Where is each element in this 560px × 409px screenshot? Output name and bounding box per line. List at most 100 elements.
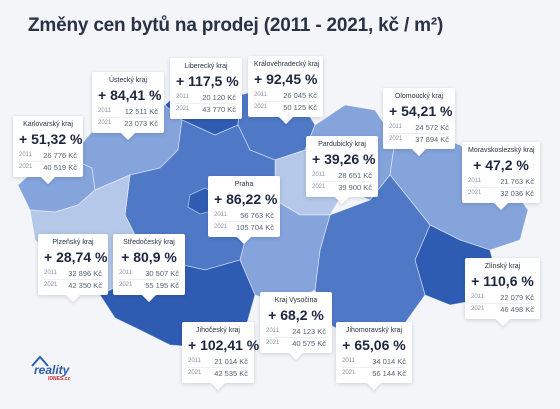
region-name: Karlovarský kraj (23, 121, 73, 128)
region-name: Pardubický kraj (318, 141, 366, 148)
region-change: + 39,26 % (312, 151, 376, 167)
region-change: + 28,74 % (44, 249, 108, 265)
region-change: + 80,9 % (121, 249, 177, 265)
price-2021: 43 770 Kč (202, 105, 236, 114)
year-label: 2021 (98, 120, 112, 126)
region-change: + 54,21 % (389, 103, 453, 119)
price-2021: 37 894 Kč (415, 135, 449, 144)
year-label: 2011 (312, 172, 325, 178)
price-2021: 50 125 Kč (283, 103, 317, 112)
year-label: 2011 (214, 212, 227, 218)
price-2021: 40 575 Kč (292, 339, 326, 348)
region-name: Královéhradecký kraj (254, 61, 320, 68)
year-label: 2021 (471, 306, 485, 312)
year-label: 2021 (254, 104, 268, 110)
year-label: 2021 (188, 370, 202, 376)
region-change: + 51,32 % (19, 131, 83, 147)
page-title: Změny cen bytů na prodej (2011 - 2021, k… (28, 15, 444, 36)
region-change: + 117,5 % (176, 73, 239, 89)
year-label: 2021 (389, 136, 403, 142)
region-change: + 86,22 % (214, 191, 278, 207)
region-card-kralovehradecky: Královéhradecký kraj + 92,45 % 2011 26 04… (248, 56, 323, 125)
price-2011: 56 763 Kč (240, 211, 274, 220)
region-name: Liberecký kraj (184, 63, 228, 70)
year-label: 2021 (312, 184, 326, 190)
region-card-jihomoravsky: Jihomoravský kraj + 65,06 % 2011 34 014 K… (336, 322, 412, 391)
price-2021: 55 195 Kč (145, 281, 179, 290)
region-change: + 84,41 % (98, 87, 162, 103)
year-label: 2011 (254, 92, 267, 98)
year-label: 2011 (19, 152, 32, 158)
region-change: + 68,2 % (268, 307, 324, 323)
region-change: + 65,06 % (342, 337, 406, 353)
price-2011: 26 045 Kč (283, 91, 317, 100)
region-card-jihocesky: Jihočeský kraj + 102,41 % 2011 21 014 Kč … (182, 322, 260, 391)
house-icon (31, 355, 49, 367)
year-label: 2021 (214, 224, 228, 230)
region-card-pardubicky: Pardubický kraj + 39,26 % 2011 28 651 Kč … (306, 136, 378, 205)
region-card-liberecky: Liberecký kraj + 117,5 % 2011 20 120 Kč 2… (170, 58, 242, 119)
price-2021: 42 535 Kč (214, 369, 248, 378)
region-name: Kraj Vysočina (274, 297, 318, 304)
region-name: Jihočeský kraj (196, 327, 240, 334)
price-2021: 105 704 Kč (236, 223, 274, 232)
region-card-stredocesky: Středočeský kraj + 80,9 % 2011 30 507 Kč … (113, 234, 185, 303)
price-2011: 21 014 Kč (214, 357, 248, 366)
year-label: 2011 (468, 178, 481, 184)
price-2011: 30 507 Kč (145, 269, 179, 278)
price-2011: 34 014 Kč (372, 357, 406, 366)
region-card-moravskoslezsky: Moravskoslezský kraj + 47,2 % 2011 21 763… (462, 142, 540, 211)
region-change: + 92,45 % (254, 71, 318, 87)
price-2011: 26 776 Kč (43, 151, 77, 160)
year-label: 2011 (471, 294, 484, 300)
region-name: Moravskoslezský kraj (468, 147, 535, 154)
region-card-zlinsky: Zlínský kraj + 110,6 % 2011 22 079 Kč 202… (465, 258, 540, 327)
price-2011: 21 763 Kč (500, 177, 534, 186)
logo-sub: iDNES.cz (48, 376, 70, 382)
year-label: 2011 (266, 328, 279, 334)
region-name: Zlínský kraj (484, 263, 521, 270)
price-2021: 23 073 Kč (124, 119, 158, 128)
year-label: 2021 (266, 340, 280, 346)
region-change: + 110,6 % (471, 273, 534, 289)
region-change: + 47,2 % (473, 157, 529, 173)
region-change: + 102,41 % (188, 337, 260, 353)
year-label: 2011 (342, 358, 355, 364)
price-2011: 20 120 Kč (202, 93, 236, 102)
price-2021: 46 498 Kč (500, 305, 534, 314)
year-label: 2021 (44, 282, 58, 288)
logo-word: reality (34, 363, 70, 377)
price-2021: 40 519 Kč (43, 163, 77, 172)
region-name: Olomoucký kraj (394, 93, 444, 100)
price-2011: 12 511 Kč (124, 107, 158, 116)
region-card-praha: Praha + 86,22 % 2011 56 763 Kč 2021 105 70… (208, 176, 280, 245)
price-2011: 22 079 Kč (500, 293, 534, 302)
price-2021: 32 036 Kč (500, 189, 534, 198)
year-label: 2021 (176, 106, 190, 112)
price-2011: 24 572 Kč (415, 123, 449, 132)
price-2021: 56 144 Kč (372, 369, 406, 378)
region-name: Středočeský kraj (123, 239, 175, 246)
year-label: 2011 (389, 124, 402, 130)
year-label: 2021 (468, 190, 482, 196)
reality-idnes-logo: reality iDNES.cz (30, 354, 80, 382)
year-label: 2011 (119, 270, 132, 276)
region-name: Jihomoravský kraj (345, 327, 402, 334)
region-card-ustecky: Ústecký kraj + 84,41 % 2011 12 511 Kč 202… (92, 72, 164, 141)
region-name: Plzeňský kraj (52, 239, 94, 246)
price-2021: 42 350 Kč (68, 281, 102, 290)
region-name: Praha (234, 181, 254, 188)
year-label: 2011 (98, 108, 111, 114)
region-card-vysocina: Kraj Vysočina + 68,2 % 2011 24 123 Kč 202… (260, 292, 332, 361)
price-2021: 39 900 Kč (338, 183, 372, 192)
price-2011: 28 651 Kč (338, 171, 372, 180)
price-2011: 24 123 Kč (292, 327, 326, 336)
year-label: 2021 (342, 370, 356, 376)
region-card-olomoucky: Olomoucký kraj + 54,21 % 2011 24 572 Kč 2… (383, 88, 455, 157)
year-label: 2011 (44, 270, 57, 276)
region-card-karlovarsky: Karlovarský kraj + 51,32 % 2011 26 776 Kč… (13, 116, 83, 185)
year-label: 2011 (176, 94, 189, 100)
region-card-plzensky: Plzeňský kraj + 28,74 % 2011 32 896 Kč 20… (38, 234, 108, 303)
year-label: 2021 (119, 282, 133, 288)
year-label: 2021 (19, 164, 33, 170)
